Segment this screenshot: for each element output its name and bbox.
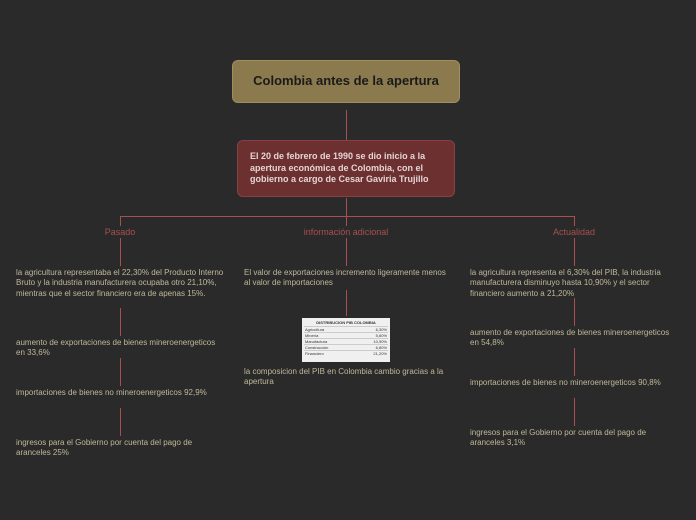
- branch-label-info: información adicional: [286, 227, 406, 239]
- connector: [574, 216, 575, 226]
- center-item-1: El valor de exportaciones incremento lig…: [244, 268, 454, 289]
- connector: [346, 216, 347, 226]
- branch-label-pasado: Pasado: [60, 227, 180, 239]
- pib-table-icon: DISTRIBUCION PIB COLOMBIA Agricultura6,3…: [302, 318, 390, 362]
- right-item-3: importaciones de bienes no mineroenerget…: [470, 378, 680, 388]
- center-item-2: la composicion del PIB en Colombia cambi…: [244, 367, 454, 388]
- connector: [120, 216, 574, 217]
- connector: [574, 398, 575, 426]
- connector: [574, 298, 575, 326]
- connector: [574, 348, 575, 376]
- root-title: Colombia antes de la apertura: [232, 60, 460, 103]
- connector: [346, 238, 347, 266]
- root-body: El 20 de febrero de 1990 se dio inicio a…: [237, 140, 455, 197]
- left-item-3: importaciones de bienes no mineroenerget…: [16, 388, 226, 398]
- right-item-4: ingresos para el Gobierno por cuenta del…: [470, 428, 680, 449]
- left-item-4: ingresos para el Gobierno por cuenta del…: [16, 438, 226, 459]
- connector: [120, 408, 121, 436]
- connector: [120, 308, 121, 336]
- connector: [346, 290, 347, 316]
- connector: [346, 198, 347, 216]
- left-item-1: la agricultura representaba el 22,30% de…: [16, 268, 226, 299]
- branch-label-actualidad: Actualidad: [514, 227, 634, 239]
- right-item-2: aumento de exportaciones de bienes miner…: [470, 328, 680, 349]
- connector: [574, 238, 575, 266]
- left-item-2: aumento de exportaciones de bienes miner…: [16, 338, 226, 359]
- connector: [346, 110, 347, 140]
- right-item-1: la agricultura representa el 6,30% del P…: [470, 268, 680, 299]
- connector: [120, 216, 121, 226]
- connector: [120, 238, 121, 266]
- connector: [120, 358, 121, 386]
